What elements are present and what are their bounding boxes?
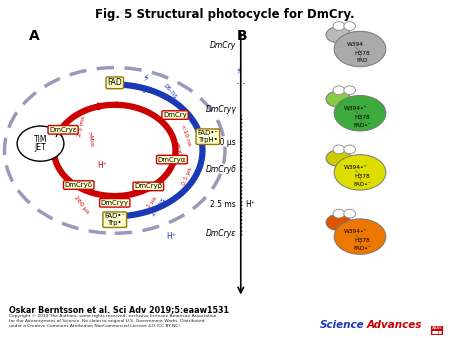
Text: 260 μs: 260 μs: [211, 138, 236, 147]
Text: AAAS
■■■: AAAS ■■■: [432, 326, 443, 335]
Text: DmCryγ: DmCryγ: [101, 200, 129, 206]
Text: FAD: FAD: [356, 58, 368, 63]
Text: 260 μs: 260 μs: [72, 195, 90, 214]
Ellipse shape: [326, 150, 351, 166]
Text: FAD•⁻: FAD•⁻: [353, 246, 371, 251]
Text: B: B: [236, 29, 247, 43]
Circle shape: [344, 145, 356, 154]
Circle shape: [344, 22, 356, 30]
Circle shape: [333, 86, 345, 95]
Text: Fig. 5 Structural photocycle for DmCry.: Fig. 5 Structural photocycle for DmCry.: [95, 8, 355, 21]
Text: DmCryε: DmCryε: [206, 229, 236, 238]
Text: DmCryδ: DmCryδ: [65, 182, 93, 188]
Text: 1 μs: 1 μs: [146, 195, 158, 209]
Text: >Min: >Min: [86, 130, 93, 147]
Text: A: A: [29, 29, 40, 43]
Text: H378: H378: [355, 115, 370, 120]
Text: H⁺: H⁺: [245, 200, 255, 209]
Text: 2.5 ms: 2.5 ms: [211, 200, 236, 209]
Text: 2.5 ms: 2.5 ms: [77, 116, 87, 138]
Ellipse shape: [326, 91, 351, 107]
Text: Advances: Advances: [367, 320, 422, 330]
Text: TIM: TIM: [34, 135, 47, 144]
Text: DmCryβ: DmCryβ: [134, 184, 162, 189]
Text: ⚡: ⚡: [142, 73, 149, 83]
Text: FAD•⁻
TrpH•: FAD•⁻ TrpH•: [197, 130, 218, 143]
Text: ~ms: ~ms: [26, 139, 32, 155]
Ellipse shape: [326, 27, 351, 43]
Circle shape: [17, 126, 64, 161]
Text: JET: JET: [35, 143, 46, 151]
Text: Copyright © 2019 The Authors, some rights reserved; exclusive licensee American : Copyright © 2019 The Authors, some right…: [9, 314, 216, 328]
Text: DmCryε: DmCryε: [50, 127, 77, 133]
Text: DmCryδ: DmCryδ: [205, 165, 236, 173]
Circle shape: [333, 145, 345, 154]
Text: W394: W394: [347, 42, 364, 47]
Text: W394•⁺: W394•⁺: [344, 106, 367, 111]
Text: TA: TA: [140, 88, 148, 94]
Text: ⚡: ⚡: [235, 66, 242, 76]
Circle shape: [344, 86, 356, 95]
Text: DmCry: DmCry: [163, 112, 187, 118]
Text: 2.5 μs: 2.5 μs: [151, 197, 167, 217]
Text: ps-ns: ps-ns: [162, 82, 178, 100]
Text: <10 ns: <10 ns: [180, 124, 192, 147]
Text: DmCry: DmCry: [210, 41, 236, 50]
Text: H378: H378: [355, 238, 370, 243]
Text: FAD: FAD: [108, 78, 122, 87]
Text: 0.1 μs: 0.1 μs: [181, 166, 193, 186]
Text: H⁺: H⁺: [166, 232, 176, 241]
Ellipse shape: [334, 95, 386, 131]
Text: ...: ...: [235, 76, 246, 86]
Ellipse shape: [334, 155, 386, 190]
Ellipse shape: [326, 214, 351, 231]
Circle shape: [333, 22, 345, 30]
Text: FAD•⁻: FAD•⁻: [353, 123, 371, 127]
Text: H⁺: H⁺: [97, 161, 107, 170]
Text: H378: H378: [355, 174, 370, 179]
Circle shape: [333, 209, 345, 218]
Text: W394•⁺: W394•⁺: [344, 230, 367, 234]
Ellipse shape: [334, 219, 386, 255]
Text: DmCryα: DmCryα: [158, 156, 186, 163]
Text: FAD•⁻: FAD•⁻: [353, 182, 371, 187]
Text: H378: H378: [355, 51, 370, 55]
Circle shape: [344, 209, 356, 218]
Text: FAD•⁻
Trp•: FAD•⁻ Trp•: [104, 213, 125, 226]
Text: Science: Science: [320, 320, 364, 330]
Text: W394•⁺: W394•⁺: [344, 165, 367, 170]
Text: TRXSS: TRXSS: [173, 142, 184, 163]
Ellipse shape: [334, 31, 386, 67]
Text: DmCryγ: DmCryγ: [206, 105, 236, 114]
Text: Oskar Berntsson et al. Sci Adv 2019;5:eaaw1531: Oskar Berntsson et al. Sci Adv 2019;5:ea…: [9, 305, 229, 314]
